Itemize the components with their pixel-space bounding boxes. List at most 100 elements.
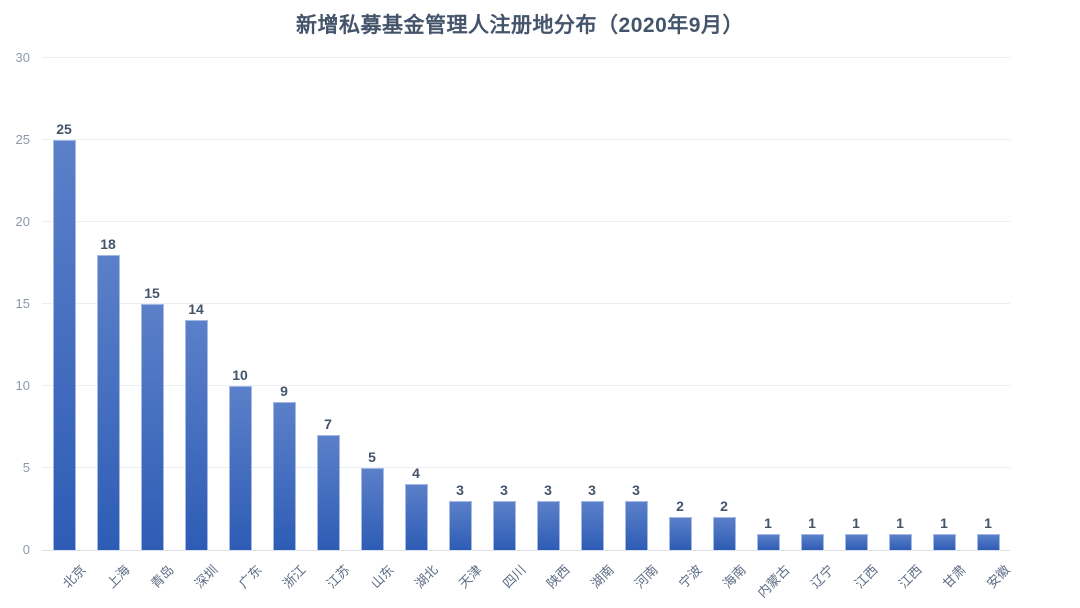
bar-value-label: 3: [544, 481, 552, 498]
bar: [844, 533, 868, 550]
x-axis-category-label: 甘肃: [939, 562, 969, 592]
bar-slot: 5 山东: [350, 58, 397, 591]
bar: [448, 500, 472, 550]
bar-slot: 2 海南: [702, 58, 749, 591]
x-axis-category-label: 天津: [455, 562, 485, 592]
bar: [360, 468, 384, 550]
bar-value-label: 1: [984, 514, 992, 531]
gridline: [42, 221, 1010, 222]
bar-slot: 4 湖北: [394, 58, 441, 591]
bar: [404, 484, 428, 550]
bar: [624, 500, 648, 550]
bar: [976, 533, 1000, 550]
bar: [668, 517, 692, 550]
y-axis-tick-label: 10: [15, 378, 30, 393]
bar-value-label: 2: [720, 498, 728, 515]
bar: [492, 500, 516, 550]
y-axis-tick-label: 5: [22, 460, 30, 475]
x-axis-category-label: 四川: [499, 562, 529, 592]
bar-slot: 1 江西: [878, 58, 925, 591]
x-axis-category-label: 江西: [851, 562, 881, 592]
bar-slot: 1 甘肃: [922, 58, 969, 591]
bar-slot: 3 四川: [482, 58, 529, 591]
y-axis-tick-label: 20: [15, 214, 30, 229]
bar: [228, 386, 252, 550]
y-axis-tick-label: 0: [22, 542, 30, 557]
bar: [316, 435, 340, 550]
x-axis-category-label: 深圳: [191, 562, 221, 592]
y-axis-tick-label: 15: [15, 296, 30, 311]
bar: [184, 320, 208, 550]
bar-slot: 1 安徽: [966, 58, 1013, 591]
gridline: [42, 385, 1010, 386]
gridline: [42, 57, 1010, 58]
bar: [52, 140, 76, 550]
chart-title: 新增私募基金管理人注册地分布（2020年9月）: [296, 14, 744, 37]
x-axis-category-label: 青岛: [147, 562, 177, 592]
x-axis-category-label: 内蒙古: [754, 562, 793, 601]
bar-value-label: 1: [764, 514, 772, 531]
x-axis-category-label: 河南: [631, 562, 661, 592]
bar: [932, 533, 956, 550]
x-axis-category-label: 浙江: [279, 562, 309, 592]
x-axis-category-label: 江苏: [323, 562, 353, 592]
bar: [712, 517, 736, 550]
x-axis-category-label: 湖北: [411, 562, 441, 592]
bar: [272, 402, 296, 550]
bar-slot: 2 宁波: [658, 58, 705, 591]
x-axis-category-label: 江西: [895, 562, 925, 592]
bar-value-label: 1: [940, 514, 948, 531]
bar: [800, 533, 824, 550]
x-axis-category-label: 北京: [59, 562, 89, 592]
x-axis-category-label: 安徽: [983, 562, 1013, 592]
bar-value-label: 1: [852, 514, 860, 531]
x-axis-category-label: 山东: [367, 562, 397, 592]
bar: [140, 304, 164, 550]
bar-slot: 1 辽宁: [790, 58, 837, 591]
bar: [580, 500, 604, 550]
bar: [536, 500, 560, 550]
bar-slot: 10 广东: [218, 58, 265, 591]
bar-value-label: 3: [588, 481, 596, 498]
bar-value-label: 14: [188, 301, 204, 318]
bar-value-label: 5: [368, 449, 376, 465]
bar-value-label: 18: [100, 235, 116, 252]
bar-value-label: 3: [632, 481, 640, 498]
bar-value-label: 3: [500, 481, 508, 498]
plot-area: 25 北京 18 上海 15 青岛 14 深圳 10 广东 9 浙江 7 江苏 5 山东 4 湖北 3 天津 3 四川 3 陕…: [42, 57, 1013, 601]
x-axis-category-label: 湖南: [587, 562, 617, 592]
x-axis-category-label: 广东: [235, 562, 265, 592]
bar-value-label: 7: [324, 416, 332, 433]
bar-slot: 3 湖南: [570, 58, 617, 591]
bar-value-label: 15: [144, 285, 160, 301]
gridline: [42, 467, 1010, 468]
bar-value-label: 1: [808, 514, 816, 531]
bar: [756, 533, 780, 550]
bar-slot: 25 北京: [42, 58, 89, 591]
bar-slot: 7 江苏: [306, 58, 353, 591]
x-axis-category-label: 宁波: [675, 562, 705, 592]
y-axis: 0 5 10 15 20 25 30: [0, 50, 32, 557]
bar-slot: 9 浙江: [262, 58, 309, 591]
bar-slot: 1 内蒙古: [746, 58, 793, 601]
x-axis-category-label: 海南: [719, 562, 749, 592]
bar-value-label: 10: [232, 367, 248, 383]
bar-value-label: 4: [412, 465, 420, 482]
x-axis-category-label: 辽宁: [807, 562, 837, 592]
bar-value-label: 9: [280, 383, 288, 400]
bar-slot: 3 陕西: [526, 58, 573, 591]
bars-row: 25 北京 18 上海 15 青岛 14 深圳 10 广东 9 浙江 7 江苏 5 山东 4 湖北 3 天津 3 四川 3 陕…: [42, 58, 1013, 601]
bar-value-label: 3: [456, 481, 464, 498]
x-axis-category-label: 上海: [103, 562, 133, 592]
bar: [888, 533, 912, 550]
bar-value-label: 25: [56, 121, 72, 137]
gridline: [42, 303, 1010, 304]
x-axis-category-label: 陕西: [543, 562, 573, 592]
bar: [96, 254, 120, 550]
bar-slot: 3 天津: [438, 58, 485, 591]
gridline: [42, 139, 1010, 140]
bar-slot: 15 青岛: [130, 58, 177, 591]
y-axis-tick-label: 25: [15, 132, 30, 147]
bar-slot: 3 河南: [614, 58, 661, 591]
